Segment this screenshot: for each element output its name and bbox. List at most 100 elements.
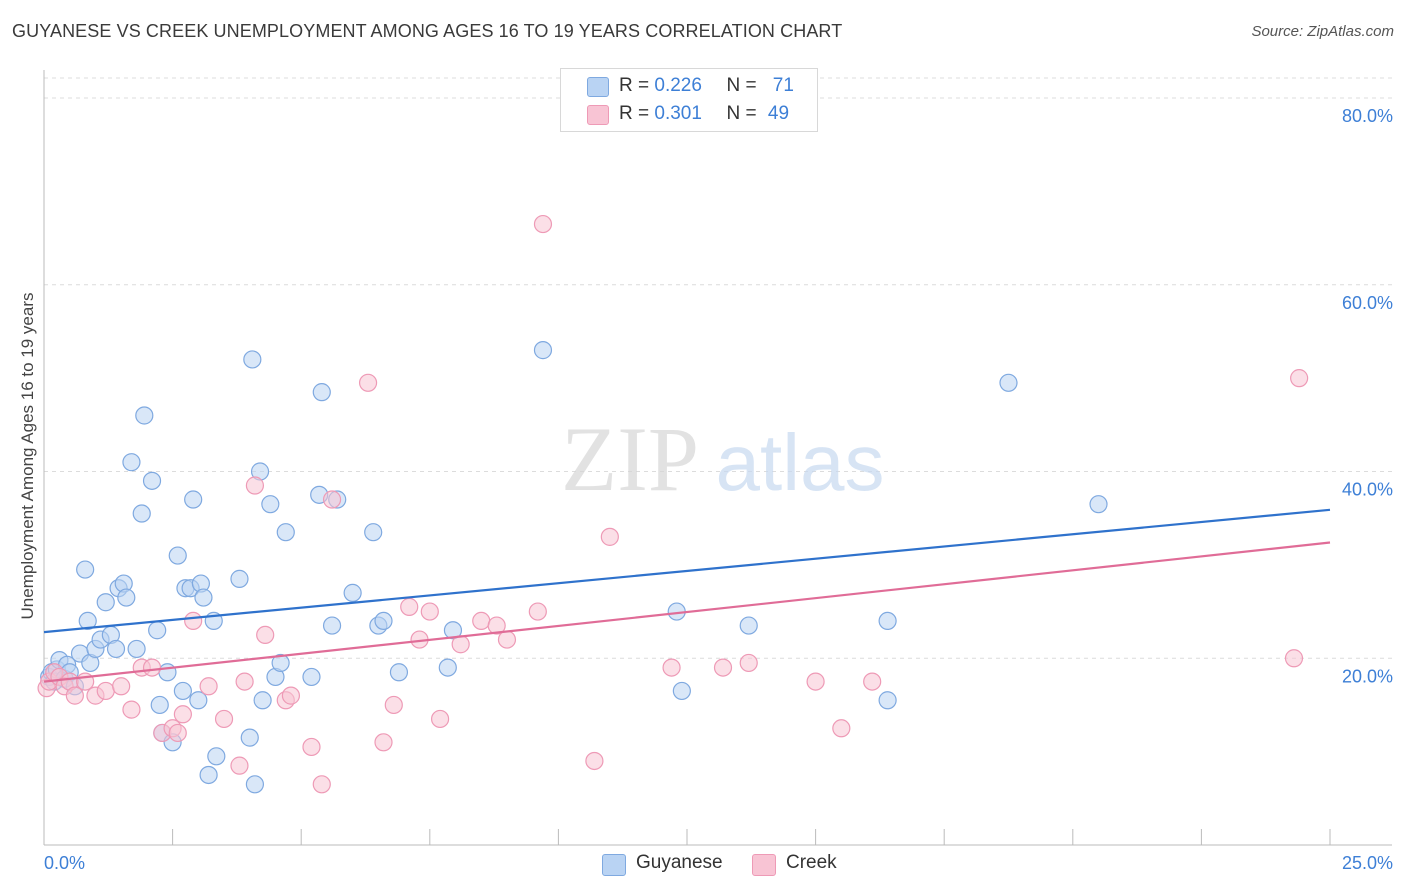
r-label: R = (619, 103, 650, 124)
creek-point (832, 719, 851, 738)
creek-point (184, 611, 203, 631)
guyanese-point (117, 588, 136, 607)
y-axis-label: Unemployment Among Ages 16 to 19 years (18, 292, 37, 620)
creek-point (806, 672, 825, 691)
guyanese-point (261, 495, 280, 514)
creek-point (585, 751, 604, 771)
creek-point (168, 723, 187, 743)
creek-point (96, 681, 115, 701)
r-value: 0.226 (654, 75, 702, 96)
creek-point (65, 686, 84, 705)
trend-lines (43, 508, 1331, 683)
guyanese-point (142, 471, 162, 490)
tick-labels: 20.0% 40.0% 60.0% 80.0% 0.0% 25.0% (44, 106, 1393, 873)
guyanese-point (243, 350, 262, 369)
guyanese-point (374, 611, 393, 631)
creek-point (302, 737, 321, 757)
axes (43, 70, 1392, 846)
x-tick-label: 0.0% (44, 853, 85, 873)
guyanese-point (276, 523, 295, 542)
legend-text: R = 0.226 N = 71 (619, 75, 794, 97)
guyanese-point (173, 681, 192, 701)
creek-point (863, 672, 882, 691)
legend-label: Creek (786, 852, 837, 873)
guyanese-swatch (602, 854, 626, 876)
guyanese-point (184, 490, 203, 509)
y-tick-label: 80.0% (1342, 106, 1393, 126)
series-legend: Guyanese Creek (0, 852, 1406, 878)
guyanese-point (168, 546, 187, 565)
creek-trend-line (43, 541, 1331, 683)
creek-point (662, 658, 681, 677)
guyanese-point (343, 583, 362, 602)
creek-point (1284, 649, 1304, 668)
watermark-atlas: atlas (716, 418, 885, 507)
guyanese-point (443, 621, 463, 640)
creek-point (430, 709, 450, 729)
n-value: 49 (767, 103, 790, 124)
creek-point (1290, 369, 1309, 388)
guyanese-point (150, 695, 169, 715)
creek-point (420, 602, 439, 621)
guyanese-point (878, 691, 897, 710)
guyanese-point (230, 569, 249, 588)
creek-swatch (587, 105, 609, 125)
creek-point (739, 653, 758, 673)
creek-point (112, 677, 131, 696)
guyanese-point (302, 667, 321, 687)
y-tick-label: 40.0% (1342, 480, 1393, 500)
watermark: ZIP atlas (561, 408, 884, 510)
creek-point (358, 373, 378, 392)
n-value: 71 (772, 75, 794, 96)
creek-point (230, 756, 249, 775)
guyanese-point (322, 616, 342, 635)
r-label: R = (619, 75, 650, 96)
creek-point (142, 658, 162, 677)
n-label: N = (726, 75, 757, 96)
guyanese-point (271, 653, 290, 673)
creek-point (312, 775, 331, 794)
guyanese-point (672, 681, 691, 701)
guyanese-point (207, 747, 226, 766)
guyanese-point (96, 593, 115, 612)
creek-point (245, 476, 265, 495)
y-tick-label: 60.0% (1342, 293, 1393, 313)
guyanese-point (194, 588, 213, 607)
creek-point (451, 635, 470, 654)
creek-point (122, 700, 141, 719)
creek-point (384, 695, 403, 715)
guyanese-trend-line (43, 508, 1331, 634)
x-tick-label: 25.0% (1342, 853, 1393, 873)
chart-title: GUYANESE VS CREEK UNEMPLOYMENT AMONG AGE… (12, 21, 843, 41)
guyanese-point (76, 560, 95, 579)
guyanese-point (122, 453, 141, 472)
guyanese-point (189, 691, 208, 710)
stats-legend: R = 0.226 N = 71 R = 0.301 N = 49 (560, 68, 818, 132)
creek-point (322, 490, 342, 509)
guyanese-point (312, 383, 331, 402)
creek-swatch (752, 854, 776, 876)
creek-point (214, 709, 234, 729)
guyanese-point (245, 775, 265, 794)
creek-point (281, 686, 301, 705)
guyanese-swatch (587, 77, 609, 97)
guyanese-point (389, 663, 409, 682)
guyanese-point (78, 611, 97, 631)
creek-point (713, 658, 733, 677)
creek-point (528, 602, 547, 621)
data-points (37, 214, 1309, 794)
guyanese-point (127, 639, 146, 659)
guyanese-point (135, 406, 154, 425)
creek-point (256, 625, 275, 645)
legend-text: R = 0.301 N = 49 (619, 103, 800, 125)
creek-point (487, 616, 506, 635)
guyanese-point (132, 504, 151, 523)
grid (44, 77, 1392, 659)
creek-point (533, 214, 553, 234)
creek-point (497, 630, 517, 649)
creek-point (600, 527, 619, 546)
r-value: 0.301 (654, 103, 702, 124)
guyanese-point (999, 373, 1018, 392)
creek-point (400, 597, 419, 616)
